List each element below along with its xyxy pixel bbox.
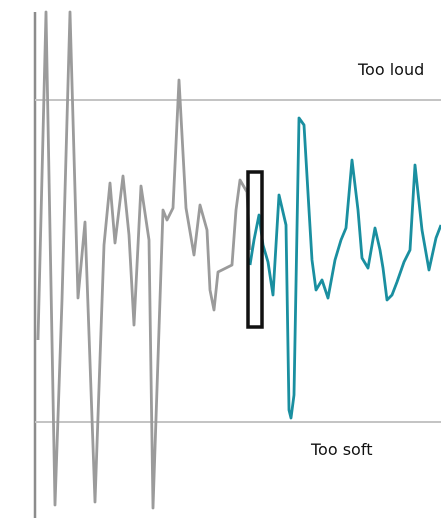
too-soft-label: Too soft (311, 440, 373, 459)
live-waveform (248, 116, 441, 420)
playhead-cursor[interactable] (246, 170, 264, 329)
too-loud-label: Too loud (358, 60, 425, 79)
history-waveform (36, 10, 252, 510)
